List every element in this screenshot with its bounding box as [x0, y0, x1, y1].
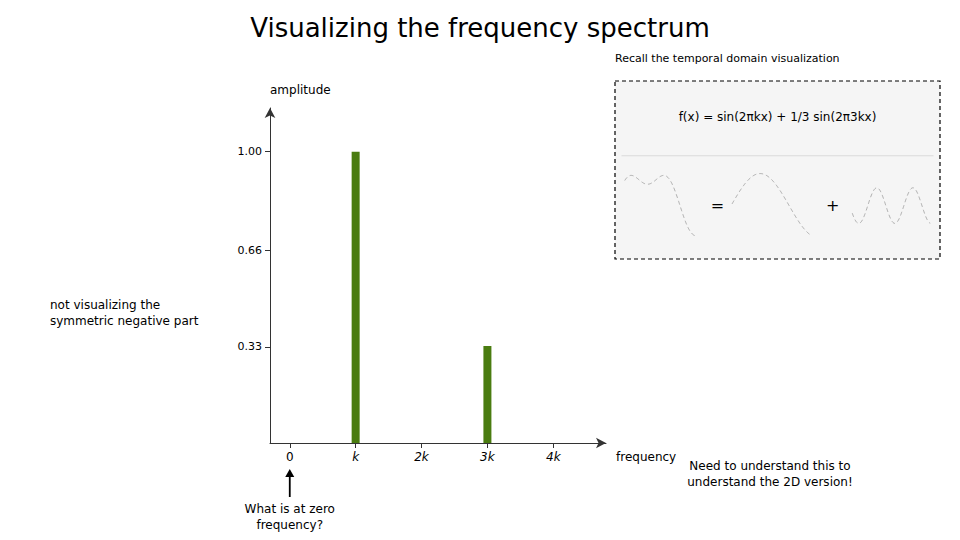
svg-text:Recall the temporal domain vis: Recall the temporal domain visualization: [615, 52, 840, 65]
svg-text:Need to understand this to: Need to understand this to: [689, 459, 850, 473]
svg-text:2k: 2k: [414, 450, 430, 464]
svg-text:understand the 2D version!: understand the 2D version!: [687, 475, 852, 489]
svg-text:frequency?: frequency?: [256, 518, 323, 532]
svg-text:+: +: [826, 196, 839, 215]
svg-text:k: k: [352, 450, 360, 464]
svg-text:0: 0: [286, 450, 294, 464]
svg-text:0.66: 0.66: [238, 244, 263, 257]
svg-text:Visualizing the frequency spec: Visualizing the frequency spectrum: [250, 13, 710, 43]
svg-text:f(x) = sin(2πkx) + 1/3 sin(2π3: f(x) = sin(2πkx) + 1/3 sin(2π3kx): [679, 110, 877, 124]
svg-text:not visualizing the: not visualizing the: [50, 298, 160, 312]
svg-text:4k: 4k: [546, 450, 562, 464]
svg-text:3k: 3k: [480, 450, 496, 464]
svg-text:symmetric negative part: symmetric negative part: [50, 314, 199, 328]
svg-text:0.33: 0.33: [238, 340, 263, 353]
svg-text:What is at zero: What is at zero: [245, 502, 335, 516]
svg-text:amplitude: amplitude: [270, 83, 331, 97]
svg-text:=: =: [711, 196, 724, 215]
svg-text:frequency: frequency: [616, 450, 676, 464]
svg-text:1.00: 1.00: [238, 145, 263, 158]
